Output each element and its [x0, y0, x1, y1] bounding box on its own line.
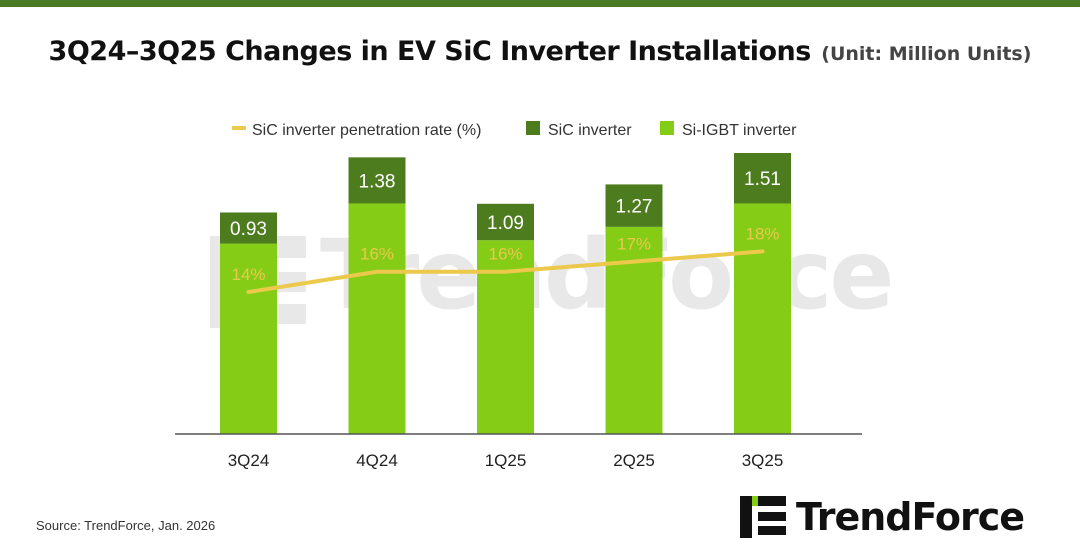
- legend-swatch-igbt: [660, 121, 674, 135]
- x-tick-label-4Q24: 4Q24: [356, 451, 398, 470]
- sic-value-label-1Q25: 1.09: [487, 213, 524, 234]
- bar-si-igbt-3Q25: [734, 203, 791, 434]
- top-accent-bar: [0, 0, 1080, 7]
- legend-label-igbt: Si-IGBT inverter: [682, 122, 797, 139]
- x-tick-label-3Q25: 3Q25: [742, 451, 784, 470]
- bar-sic-3Q25: [734, 153, 791, 204]
- bar-sic-4Q24: [348, 157, 406, 204]
- sic-value-label-3Q24: 0.93: [230, 219, 267, 240]
- bar-si-igbt-4Q24: [348, 203, 406, 434]
- x-tick-label-3Q24: 3Q24: [228, 451, 270, 470]
- source-note: Source: TrendForce, Jan. 2026: [36, 518, 216, 533]
- bar-sic-1Q25: [477, 203, 534, 241]
- bar-si-igbt-2Q25: [605, 226, 663, 434]
- x-tick-label-1Q25: 1Q25: [485, 451, 527, 470]
- rate-label-3Q24: 14%: [231, 265, 265, 284]
- legend-swatch-rate: [232, 126, 246, 130]
- title-unit: (Unit: Million Units): [821, 43, 1032, 65]
- penetration-rate-line: [246, 249, 765, 294]
- sic-value-label-2Q25: 1.27: [616, 197, 653, 218]
- trendforce-logo-icon: [740, 496, 786, 538]
- sic-value-label-4Q24: 1.38: [359, 171, 396, 192]
- legend-swatch-sic: [526, 121, 540, 135]
- bar-sic-2Q25: [605, 184, 663, 227]
- title-main: 3Q24–3Q25 Changes in EV SiC Inverter Ins…: [48, 36, 812, 67]
- stacked-bar-chart: SiC inverter penetration rate (%) SiC in…: [175, 121, 862, 470]
- rate-label-2Q25: 17%: [617, 235, 651, 254]
- bar-sic-3Q24: [220, 212, 277, 244]
- trendforce-logo: TrendForce: [738, 492, 1058, 542]
- x-tick-label-2Q25: 2Q25: [613, 451, 655, 470]
- rate-label-1Q25: 16%: [488, 245, 522, 264]
- logo-text: TrendForce: [796, 495, 1025, 539]
- legend-label-rate: SiC inverter penetration rate (%): [252, 122, 481, 139]
- rate-label-3Q25: 18%: [745, 224, 779, 243]
- bar-si-igbt-3Q24: [220, 243, 277, 434]
- sic-value-label-3Q25: 1.51: [744, 169, 781, 190]
- rate-label-4Q24: 16%: [360, 245, 394, 264]
- chart-title: 3Q24–3Q25 Changes in EV SiC Inverter Ins…: [0, 36, 1080, 67]
- legend: SiC inverter penetration rate (%) SiC in…: [232, 121, 797, 139]
- legend-label-sic: SiC inverter: [548, 122, 632, 139]
